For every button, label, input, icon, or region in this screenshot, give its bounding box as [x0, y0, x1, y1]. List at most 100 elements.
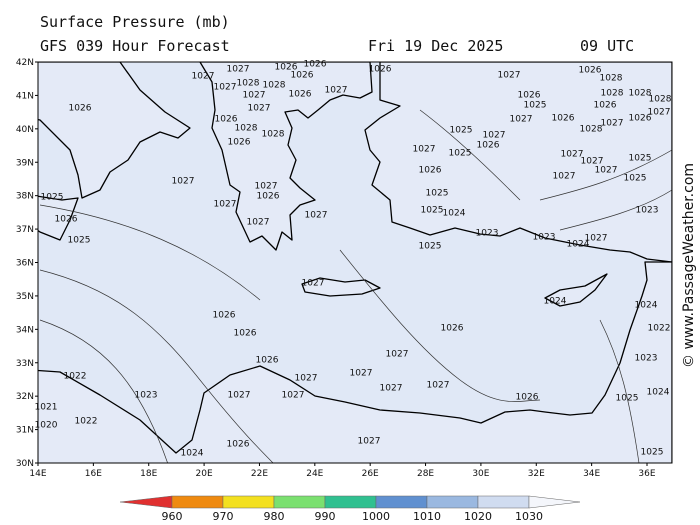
isobar-label: 1026: [213, 311, 236, 321]
isobar-label: 1023: [476, 229, 499, 239]
balkans-greece: [199, 62, 373, 251]
isobar-label: 1025: [421, 206, 444, 216]
lat-label: 33N: [16, 359, 34, 369]
lon-label: 28E: [417, 469, 434, 479]
colorbar-label: 1030: [515, 510, 543, 523]
isobar-label: 1026: [291, 71, 314, 81]
isobar-label: 1027: [510, 115, 533, 125]
isobar-label: 1027: [561, 150, 584, 160]
lat-label: 32N: [16, 392, 34, 402]
sicily: [38, 195, 79, 241]
crete: [301, 277, 381, 297]
isobar-label: 1025: [41, 193, 64, 203]
lon-label: 20E: [196, 469, 213, 479]
isobar-label: 1027: [350, 369, 373, 379]
isobar-label: 1028: [629, 89, 652, 99]
isobar-label: 1023: [533, 233, 556, 243]
isobar-label: 1026: [441, 324, 464, 334]
isobar-label: 1027: [305, 211, 328, 221]
isobar-label: 1027: [358, 437, 381, 447]
lon-label: 32E: [528, 469, 545, 479]
isobar-label: 1024: [181, 449, 204, 459]
isobar-label: 1028: [262, 130, 285, 140]
lon-label: 18E: [140, 469, 157, 479]
isobar-label: 1026: [516, 393, 539, 403]
colorbar-label: 980: [264, 510, 285, 523]
isobar-label: 1026: [552, 114, 575, 124]
isobar-label: 1027: [413, 145, 436, 155]
isobar-label: 1027: [172, 177, 195, 187]
lat-label: 42N: [16, 58, 34, 68]
lat-label: 35N: [16, 292, 34, 302]
colorbar-seg: [426, 495, 479, 509]
lat-label: 37N: [16, 225, 34, 235]
isobar-label: 1026: [257, 192, 280, 202]
lon-label: 34E: [583, 469, 600, 479]
isobar-label: 1027: [214, 83, 237, 93]
lon-label: 16E: [85, 469, 102, 479]
isobar-label: 1026: [227, 440, 250, 450]
isobar-label: 1027: [553, 172, 576, 182]
isobar-label: 1024: [443, 209, 466, 219]
turkey: [364, 62, 672, 263]
isobar-label: 1028: [237, 79, 260, 89]
isobar-label: 1027: [325, 86, 348, 96]
lon-label: 24E: [306, 469, 323, 479]
colorbar-label: 990: [315, 510, 336, 523]
colorbar-seg: [324, 495, 377, 509]
isobar-label: 1028: [600, 74, 623, 84]
colorbar-label: 1000: [362, 510, 390, 523]
isobar-label: 1027: [192, 72, 215, 82]
isobar-label: 1028: [649, 95, 672, 105]
isobar-label: 1026: [518, 91, 541, 101]
colorbar-seg: [375, 495, 428, 509]
isobar-label: 1025: [629, 154, 652, 164]
isobar-label: 1026: [228, 138, 251, 148]
isobar-label: 1025: [449, 149, 472, 159]
italy: [38, 62, 191, 199]
isobar-label: 1023: [636, 206, 659, 216]
isobar-label: 1026: [55, 215, 78, 225]
land: [38, 62, 672, 463]
isobar-label: 1027: [595, 166, 618, 176]
isobar-label: 1027: [228, 391, 251, 401]
colorbar-seg: [119, 495, 173, 509]
isobar-label: 1026: [419, 166, 442, 176]
isobar-label: 1025: [524, 101, 547, 111]
isobar-label: 1021: [35, 403, 58, 413]
colorbar-seg: [477, 495, 530, 509]
credit: © www.PassageWeather.com: [681, 163, 697, 368]
isobar-label: 1025: [641, 448, 664, 458]
isobar-label: 1027: [243, 91, 266, 101]
isobars: [39, 109, 672, 463]
isobar-label: 1024: [544, 297, 567, 307]
isobar-label: 1027: [247, 218, 270, 228]
lat-label: 38N: [16, 192, 34, 202]
colorbar-label: 1010: [413, 510, 441, 523]
isobar-label: 1022: [64, 372, 87, 382]
isobar-label: 1026: [594, 101, 617, 111]
time: 09 UTC: [580, 37, 634, 55]
isobar-label: 1027: [302, 279, 325, 289]
isobar-label: 1025: [419, 242, 442, 252]
lat-label: 31N: [16, 426, 34, 436]
isobar-label: 1028: [263, 81, 286, 91]
isobar-label: 1025: [616, 394, 639, 404]
isobar-label: 1026: [369, 65, 392, 75]
isobar-label: 1027: [295, 374, 318, 384]
isobar-label: 1027: [214, 200, 237, 210]
colorbar-label: 1020: [464, 510, 492, 523]
isobar-label: 1026: [477, 141, 500, 151]
isobar-label: 1022: [75, 417, 98, 427]
title: Surface Pressure (mb): [40, 13, 230, 31]
colorbar-seg: [222, 495, 275, 509]
isobar-label: 1026: [215, 115, 238, 125]
isobar-label: 1023: [635, 354, 658, 364]
lat-label: 30N: [16, 459, 34, 469]
isobar-label: 1026: [256, 356, 279, 366]
isobar-label: 1027: [498, 71, 521, 81]
isobar-label: 1023: [135, 391, 158, 401]
isobar-label: 1025: [624, 174, 647, 184]
colorbar-seg: [528, 495, 581, 509]
